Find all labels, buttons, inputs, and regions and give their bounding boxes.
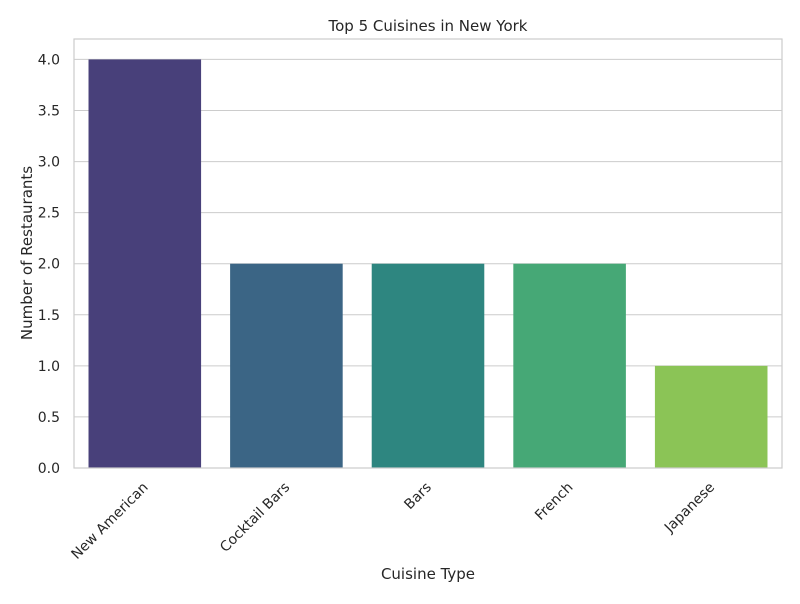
- y-axis-label: Number of Restaurants: [18, 166, 36, 340]
- x-tick-label: New American: [68, 480, 151, 563]
- y-tick-label: 3.0: [38, 155, 60, 171]
- chart-title: Top 5 Cuisines in New York: [328, 17, 528, 35]
- x-axis-label: Cuisine Type: [381, 565, 475, 583]
- bar-french: [513, 263, 626, 468]
- x-tick-label: Cocktail Bars: [217, 480, 293, 556]
- y-tick-label: 1.0: [38, 359, 60, 375]
- y-tick-label: 2.0: [38, 257, 60, 273]
- x-tick-label: Bars: [401, 480, 434, 513]
- y-tick-label: 3.5: [38, 104, 60, 120]
- x-tick-label: Japanese: [661, 480, 718, 537]
- bar-cocktail-bars: [230, 263, 343, 468]
- plot-frame: [73, 38, 783, 469]
- y-tick-label: 0.5: [38, 410, 60, 426]
- bar-japanese: [654, 365, 768, 468]
- bars: [88, 59, 768, 469]
- y-tick-labels: 0.0 0.5 1.0 1.5 2.0 2.5 3.0 3.5 4.0: [38, 52, 60, 477]
- y-tick-label: 1.5: [38, 308, 60, 324]
- bar-bars: [371, 263, 485, 468]
- x-tick-label: French: [532, 480, 576, 524]
- y-tick-label: 4.0: [38, 52, 60, 68]
- x-tick-labels: New American Cocktail Bars Bars French Japan…: [68, 480, 718, 563]
- bar-new-american: [88, 59, 202, 469]
- y-tick-label: 0.0: [38, 461, 60, 477]
- y-tick-label: 2.5: [38, 206, 60, 222]
